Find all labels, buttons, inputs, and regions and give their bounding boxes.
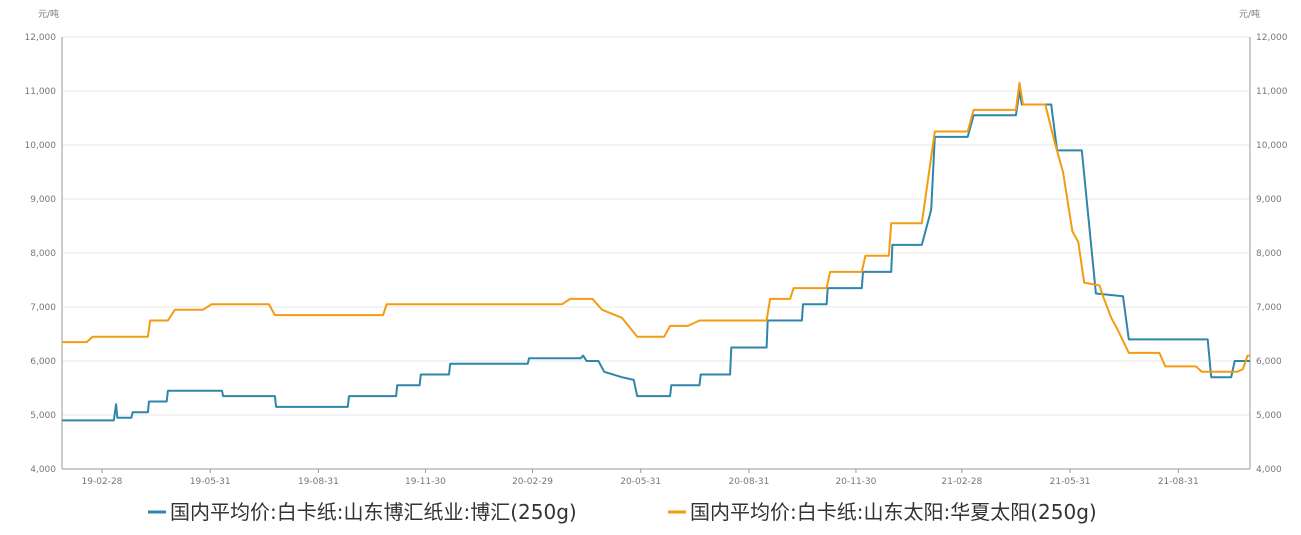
y-tick-label-right: 8,000 bbox=[1256, 249, 1282, 259]
y-tick-label-left: 4,000 bbox=[30, 465, 56, 475]
y-tick-label-right: 4,000 bbox=[1256, 465, 1282, 475]
y-tick-label-left: 8,000 bbox=[30, 249, 56, 259]
series-line-2 bbox=[62, 81, 1250, 373]
x-tick-label: 20-11-30 bbox=[836, 477, 877, 487]
x-tick-label: 19-05-31 bbox=[190, 477, 231, 487]
x-tick-label: 20-05-31 bbox=[620, 477, 661, 487]
y-tick-label-right: 12,000 bbox=[1256, 33, 1288, 43]
y-tick-label-left: 10,000 bbox=[25, 141, 57, 151]
y-tick-label-left: 9,000 bbox=[30, 195, 56, 205]
y-tick-label-right: 5,000 bbox=[1256, 411, 1282, 421]
x-tick-label: 21-02-28 bbox=[941, 477, 982, 487]
series-layer bbox=[62, 81, 1250, 422]
y-tick-label-left: 12,000 bbox=[25, 33, 57, 43]
legend: 国内平均价:白卡纸:山东博汇纸业:博汇(250g) 国内平均价:白卡纸:山东太阳:… bbox=[148, 500, 1097, 524]
x-tick-label: 20-08-31 bbox=[728, 477, 769, 487]
y-tick-label-right: 6,000 bbox=[1256, 357, 1282, 367]
y-tick-label-left: 11,000 bbox=[25, 87, 57, 97]
legend-label-1: 国内平均价:白卡纸:山东博汇纸业:博汇(250g) bbox=[170, 500, 577, 524]
x-tick-label: 21-08-31 bbox=[1158, 477, 1199, 487]
left-y-unit: 元/吨 bbox=[38, 8, 59, 20]
series-line-1 bbox=[62, 90, 1250, 422]
axis-layer: 元/吨 元/吨 4,000 4,000 5,000 5,000 6,000 6,000 7,… bbox=[25, 8, 1288, 487]
x-tick-label: 20-02-29 bbox=[512, 477, 553, 487]
y-tick-label-left: 5,000 bbox=[30, 411, 56, 421]
y-tick-label-left: 7,000 bbox=[30, 303, 56, 313]
x-tick-label: 19-08-31 bbox=[298, 477, 339, 487]
x-tick-label: 19-11-30 bbox=[405, 477, 446, 487]
y-tick-label-right: 10,000 bbox=[1256, 141, 1288, 151]
y-tick-label-right: 7,000 bbox=[1256, 303, 1282, 313]
y-tick-label-right: 9,000 bbox=[1256, 195, 1282, 205]
legend-label-2: 国内平均价:白卡纸:山东太阳:华夏太阳(250g) bbox=[690, 500, 1097, 524]
y-tick-label-right: 11,000 bbox=[1256, 87, 1288, 97]
y-tick-label-left: 6,000 bbox=[30, 357, 56, 367]
x-tick-label: 21-05-31 bbox=[1050, 477, 1091, 487]
right-y-unit: 元/吨 bbox=[1239, 8, 1260, 20]
x-tick-label: 19-02-28 bbox=[82, 477, 123, 487]
grid-layer bbox=[62, 36, 1250, 470]
